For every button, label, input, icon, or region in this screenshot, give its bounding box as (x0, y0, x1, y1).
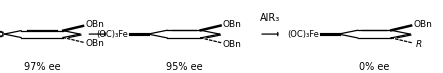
Text: AlR₃: AlR₃ (260, 13, 280, 23)
Text: 95% ee: 95% ee (166, 62, 202, 72)
Text: OBn: OBn (223, 20, 242, 29)
Text: R: R (416, 39, 422, 49)
Text: OBn: OBn (413, 20, 432, 29)
Text: (OC)₃Fe: (OC)₃Fe (96, 30, 128, 39)
Text: OBn: OBn (223, 39, 242, 49)
Text: 0% ee: 0% ee (359, 62, 389, 72)
Text: 97% ee: 97% ee (24, 62, 60, 72)
Text: OBn: OBn (85, 20, 104, 29)
Text: (OC)₃Fe: (OC)₃Fe (287, 30, 319, 39)
Text: OBn: OBn (85, 39, 104, 48)
